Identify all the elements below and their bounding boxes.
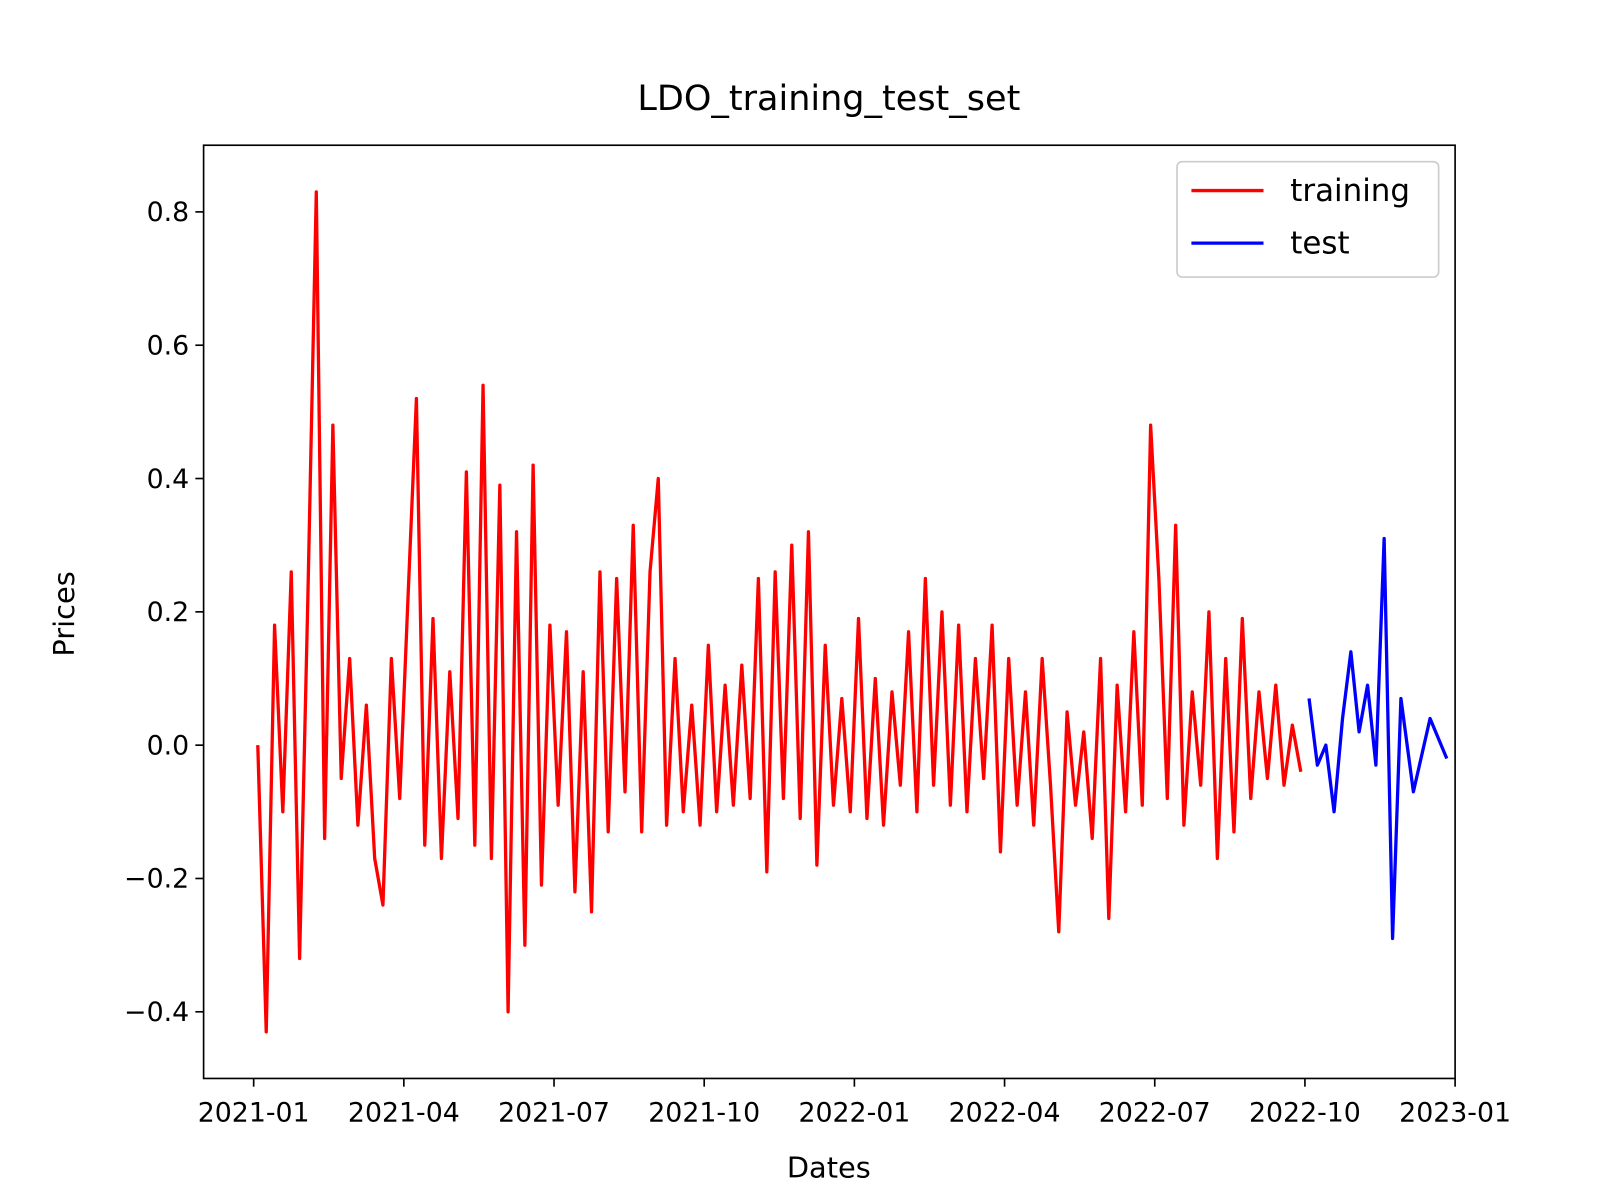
data-line bbox=[256, 190, 1303, 1034]
y-tick-label: 0.2 bbox=[147, 597, 190, 628]
y-tick-label: 0.8 bbox=[147, 197, 190, 228]
legend-label: test bbox=[1290, 225, 1349, 261]
x-tick-label: 2021-01 bbox=[198, 1098, 310, 1129]
data-line bbox=[1307, 536, 1449, 941]
y-tick-label: 0.6 bbox=[147, 330, 190, 361]
plot-frame bbox=[202, 144, 1456, 1080]
x-axis-label: Dates bbox=[787, 1150, 871, 1184]
x-tick-label: 2021-10 bbox=[648, 1098, 760, 1129]
x-tick-label: 2023-01 bbox=[1399, 1098, 1511, 1129]
y-tick-label: −0.2 bbox=[124, 864, 189, 895]
y-tick-label: −0.4 bbox=[124, 997, 189, 1028]
x-tick-label: 2022-04 bbox=[949, 1098, 1061, 1129]
y-tick-label: 0.0 bbox=[147, 730, 190, 761]
x-tick-label: 2022-07 bbox=[1099, 1098, 1211, 1129]
x-tick-label: 2022-10 bbox=[1249, 1098, 1361, 1129]
x-tick-label: 2021-07 bbox=[498, 1098, 610, 1129]
y-axis-label: Prices bbox=[47, 571, 81, 656]
x-tick-label: 2021-04 bbox=[348, 1098, 460, 1129]
y-tick-label: 0.4 bbox=[147, 464, 190, 495]
legend-label: training bbox=[1290, 173, 1410, 209]
x-tick-label: 2022-01 bbox=[798, 1098, 910, 1129]
chart-title: LDO_training_test_set bbox=[637, 78, 1020, 119]
